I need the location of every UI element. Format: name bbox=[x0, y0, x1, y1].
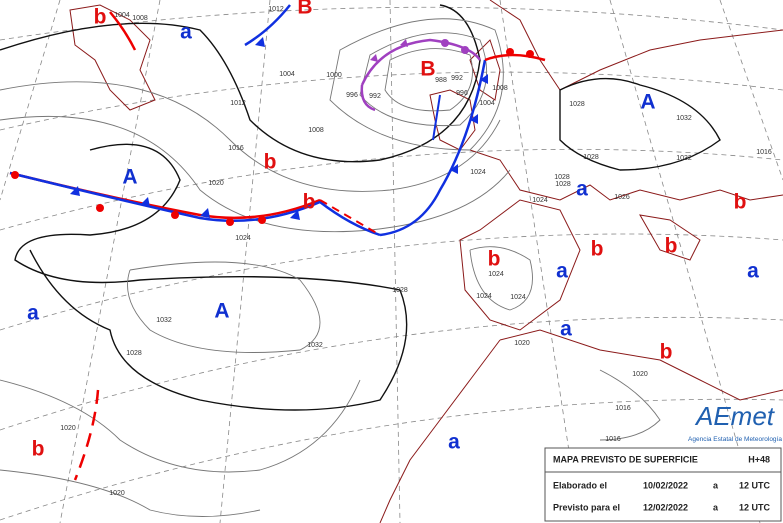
isobar-label: 1004 bbox=[114, 12, 130, 19]
isobar-label: 1024 bbox=[476, 293, 492, 300]
legend-cell: a bbox=[713, 480, 719, 490]
logo-name: AEmet bbox=[694, 401, 776, 431]
isobar-label: 1020 bbox=[632, 371, 648, 378]
high-pressure-center: a bbox=[556, 260, 568, 283]
legend-cell: 10/02/2022 bbox=[643, 480, 688, 490]
low-pressure-center: b bbox=[734, 191, 747, 214]
legend-title: MAPA PREVISTO DE SUPERFICIE bbox=[553, 454, 698, 464]
isobar-label: 992 bbox=[451, 75, 463, 82]
logo-subtitle: Agencia Estatal de Meteorología bbox=[688, 436, 782, 443]
high-pressure-center: a bbox=[560, 318, 572, 341]
high-pressure-center: a bbox=[747, 260, 759, 283]
isobar-label: 1024 bbox=[532, 197, 548, 204]
isobar-label: 1032 bbox=[676, 155, 692, 162]
low-pressure-center: b bbox=[660, 341, 673, 364]
high-pressure-center: a bbox=[448, 431, 460, 454]
low-pressure-center: b bbox=[303, 191, 316, 214]
isobar-label: 1026 bbox=[614, 194, 630, 201]
high-pressure-center: a bbox=[180, 21, 192, 44]
isobar-label: 1024 bbox=[510, 294, 526, 301]
legend-lead: H+48 bbox=[748, 454, 770, 464]
isobar-label: 1020 bbox=[60, 425, 76, 432]
isobar-label: 1016 bbox=[605, 436, 621, 443]
high-pressure-center: A bbox=[122, 166, 137, 189]
isobar-label: 1028 bbox=[583, 154, 599, 161]
legend-cell: a bbox=[713, 502, 719, 512]
high-pressure-center: A bbox=[640, 91, 655, 114]
low-pressure-center: b bbox=[94, 6, 107, 29]
isobar-label: 988 bbox=[435, 77, 447, 84]
isobar-label: 1016 bbox=[756, 149, 772, 156]
isobar-label: 1012 bbox=[268, 6, 284, 13]
isobar-label: 1016 bbox=[615, 405, 631, 412]
isobar-label: 1016 bbox=[228, 145, 244, 152]
low-pressure-center: B bbox=[420, 58, 435, 81]
isobar-label: 1020 bbox=[514, 340, 530, 347]
isobar-label: 1004 bbox=[279, 71, 295, 78]
isobar-label: 1004 bbox=[479, 100, 495, 107]
isobar-label: 1008 bbox=[132, 15, 148, 22]
isobar-label: 1028 bbox=[569, 101, 585, 108]
isobar-label: 1028 bbox=[126, 350, 142, 357]
low-pressure-center: b bbox=[264, 151, 277, 174]
isobar-label: 1024 bbox=[488, 271, 504, 278]
isobar-label: 1008 bbox=[308, 127, 324, 134]
low-pressure-center: b bbox=[665, 235, 678, 258]
legend-cell: Elaborado el bbox=[553, 480, 607, 490]
low-pressure-center: b bbox=[591, 238, 604, 261]
legend-cell: 12/02/2022 bbox=[643, 502, 688, 512]
isobar-label: 1012 bbox=[230, 100, 246, 107]
high-pressure-center: A bbox=[214, 300, 229, 323]
fronts bbox=[9, 4, 546, 481]
high-pressure-center: a bbox=[576, 178, 588, 201]
isobar-label: 1020 bbox=[208, 180, 224, 187]
isobar-label: 1028 bbox=[554, 174, 570, 181]
isobar-label: 996 bbox=[346, 92, 358, 99]
low-pressure-center: B bbox=[297, 0, 312, 19]
isobar-label: 1024 bbox=[235, 235, 251, 242]
isobar-label: 1000 bbox=[326, 72, 342, 79]
legend-box: MAPA PREVISTO DE SUPERFICIE H+48 Elabora… bbox=[544, 447, 782, 522]
isobar-label: 996 bbox=[456, 90, 468, 97]
legend-cell: Previsto para el bbox=[553, 502, 620, 512]
logo: AEmet Agencia Estatal de Meteorología bbox=[688, 401, 782, 443]
isobar-label: 1032 bbox=[307, 342, 323, 349]
coastlines bbox=[69, 0, 783, 523]
isobar-label: 1032 bbox=[676, 115, 692, 122]
isobar-label: 1020 bbox=[109, 490, 125, 497]
isobar-label: 1008 bbox=[492, 85, 508, 92]
isobar-label: 1028 bbox=[392, 287, 408, 294]
low-pressure-center: b bbox=[32, 438, 45, 461]
low-pressure-center: b bbox=[488, 248, 501, 271]
high-pressure-center: a bbox=[27, 302, 39, 325]
isobar-label: 1024 bbox=[470, 169, 486, 176]
isobar-label: 1028 bbox=[555, 181, 571, 188]
legend-cell: 12 UTC bbox=[739, 480, 771, 490]
isobar-label: 1032 bbox=[156, 317, 172, 324]
legend-cell: 12 UTC bbox=[739, 502, 771, 512]
isobar-label: 992 bbox=[369, 93, 381, 100]
